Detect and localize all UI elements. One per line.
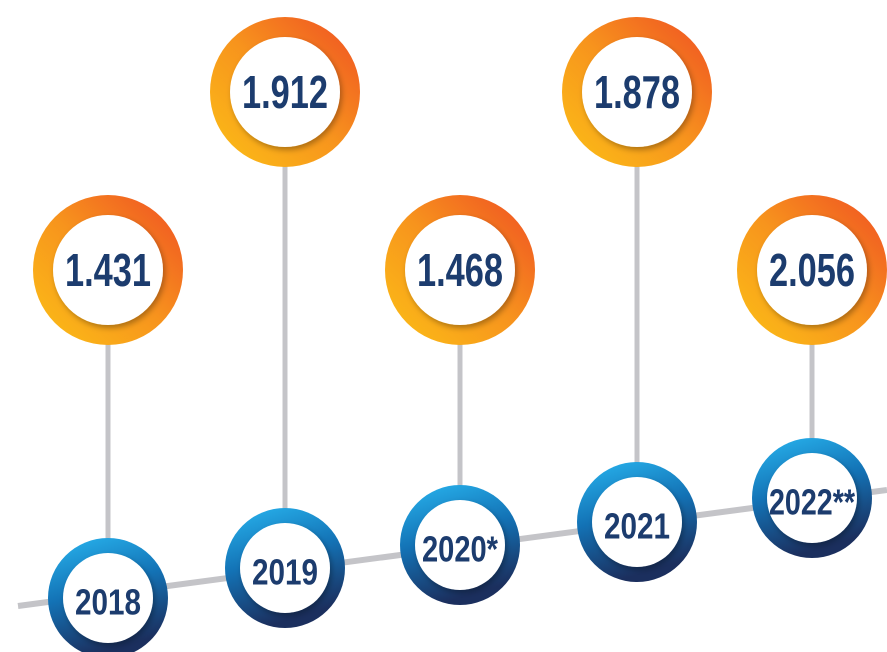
value-label: 1.468 bbox=[417, 244, 503, 296]
value-inner bbox=[230, 37, 340, 147]
year-inner bbox=[415, 500, 505, 590]
year-label: 2020* bbox=[422, 529, 498, 570]
value-inner bbox=[53, 215, 163, 325]
value-inner bbox=[405, 215, 515, 325]
year-inner bbox=[767, 453, 857, 543]
value-inner bbox=[582, 37, 692, 147]
year-label: 2018 bbox=[75, 582, 141, 623]
value-label: 2.056 bbox=[769, 244, 855, 296]
items: 1.431 2018 1.912 2019 1.468 2020* 1.878 2021 2.0… bbox=[33, 17, 887, 652]
year-inner bbox=[63, 553, 153, 643]
year-label: 2022** bbox=[769, 482, 855, 523]
year-inner bbox=[240, 523, 330, 613]
value-inner bbox=[757, 215, 867, 325]
year-inner bbox=[592, 477, 682, 567]
year-label: 2019 bbox=[252, 552, 318, 593]
year-label: 2021 bbox=[604, 506, 670, 547]
value-label: 1.912 bbox=[242, 66, 328, 118]
value-label: 1.878 bbox=[594, 66, 680, 118]
value-label: 1.431 bbox=[65, 244, 151, 296]
